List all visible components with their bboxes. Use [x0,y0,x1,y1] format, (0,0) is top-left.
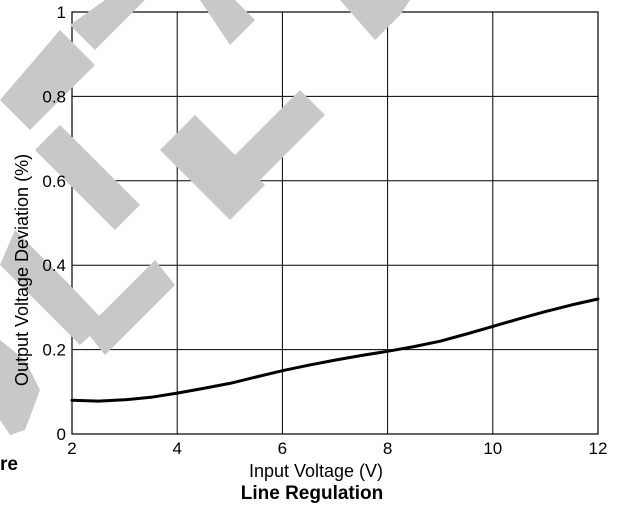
watermark-stroke [0,340,40,435]
y-tick-label: 0.8 [42,87,66,106]
x-tick-label: 2 [67,439,76,458]
plot-frame [71,11,599,435]
y-tick-label: 1 [57,3,66,22]
watermark-stroke [35,125,140,230]
watermark [0,0,410,435]
side-caption-fragment: re [0,454,18,475]
watermark-stroke [210,90,325,205]
x-tick-label: 8 [383,439,392,458]
plot-border [71,11,599,435]
y-tick-label: 0.6 [42,172,66,191]
y-tick-labels: 0 0.2 0.4 0.6 0.8 1 [42,3,66,444]
y-tick-label: 0.2 [42,341,66,360]
grid [71,11,599,435]
y-tick-label: 0 [57,425,66,444]
y-tick-label: 0.4 [42,256,66,275]
x-tick-labels: 2 4 6 8 10 12 [67,439,607,458]
series-layer [70,297,600,403]
chart-title: Line Regulation [241,483,384,504]
watermark-stroke [0,230,105,345]
x-tick-label: 6 [278,439,287,458]
y-axis-label: Output Voltage Deviation (%) [12,154,32,386]
watermark-stroke [0,30,95,130]
x-axis-label: Input Voltage (V) [249,461,383,481]
x-tick-label: 4 [172,439,181,458]
x-tick-label: 12 [589,439,608,458]
series-line [70,297,600,403]
watermark-stroke [70,0,145,50]
watermark-stroke [200,0,255,45]
x-tick-label: 10 [483,439,502,458]
watermark-stroke [340,0,410,40]
watermark-stroke [85,260,175,355]
